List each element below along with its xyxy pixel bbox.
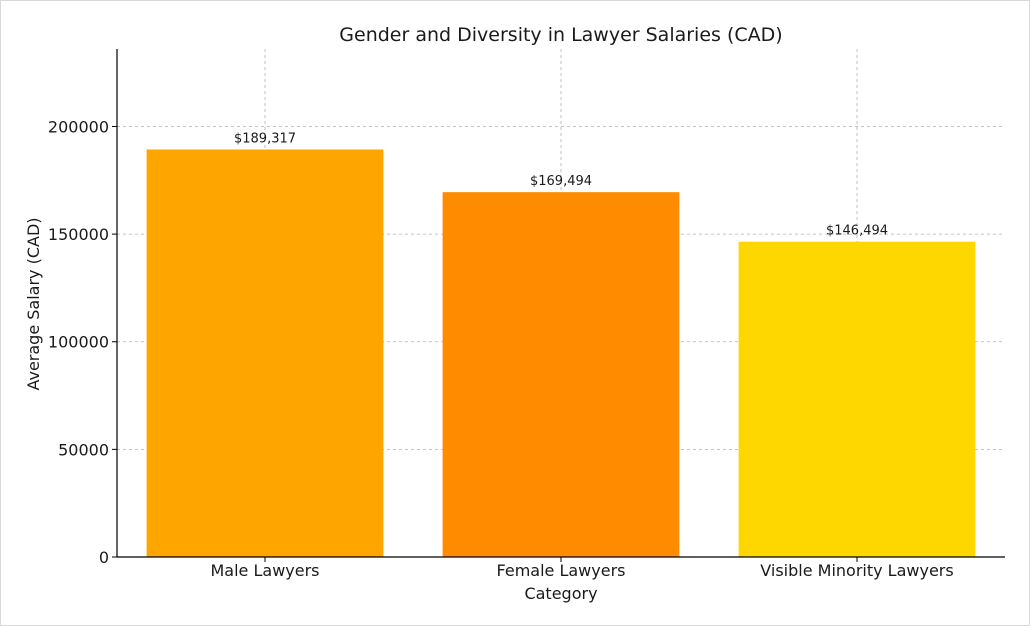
y-axis-title: Average Salary (CAD) (24, 217, 43, 390)
x-tick-label: Visible Minority Lawyers (760, 561, 953, 580)
bar-value-label: $169,494 (530, 174, 592, 189)
x-axis-title: Category (524, 584, 597, 603)
bar-value-label: $146,494 (826, 224, 888, 239)
y-tick-label: 150000 (48, 225, 109, 244)
y-tick-label: 200000 (48, 117, 109, 136)
bar-visible-minority-lawyers (738, 241, 976, 557)
y-tick-label: 100000 (48, 333, 109, 352)
y-tick-label: 0 (99, 548, 109, 567)
x-tick-label: Male Lawyers (210, 561, 319, 580)
chart-title: Gender and Diversity in Lawyer Salaries … (339, 24, 782, 46)
axis-layer (112, 49, 1005, 562)
label-layer: 0 50000 100000 150000 200000 $189,317 Male Law… (48, 117, 954, 580)
y-tick-label: 50000 (58, 440, 109, 459)
bar-value-label: $189,317 (234, 131, 296, 146)
bar-layer (146, 149, 976, 558)
bar-male-lawyers (146, 149, 384, 558)
bar-female-lawyers (442, 192, 680, 557)
x-tick-label: Female Lawyers (497, 561, 626, 580)
